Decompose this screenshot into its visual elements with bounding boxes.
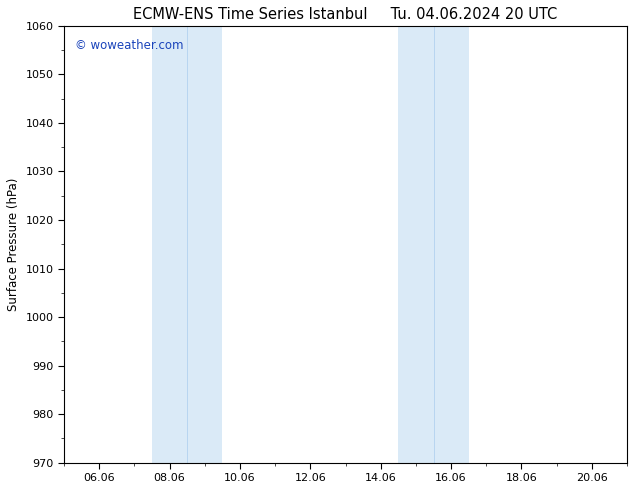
Title: ECMW-ENS Time Series Istanbul     Tu. 04.06.2024 20 UTC: ECMW-ENS Time Series Istanbul Tu. 04.06.…: [133, 7, 558, 22]
Text: © woweather.com: © woweather.com: [75, 39, 184, 52]
Bar: [398, 26, 469, 463]
Y-axis label: Surface Pressure (hPa): Surface Pressure (hPa): [7, 177, 20, 311]
Bar: [152, 26, 223, 463]
